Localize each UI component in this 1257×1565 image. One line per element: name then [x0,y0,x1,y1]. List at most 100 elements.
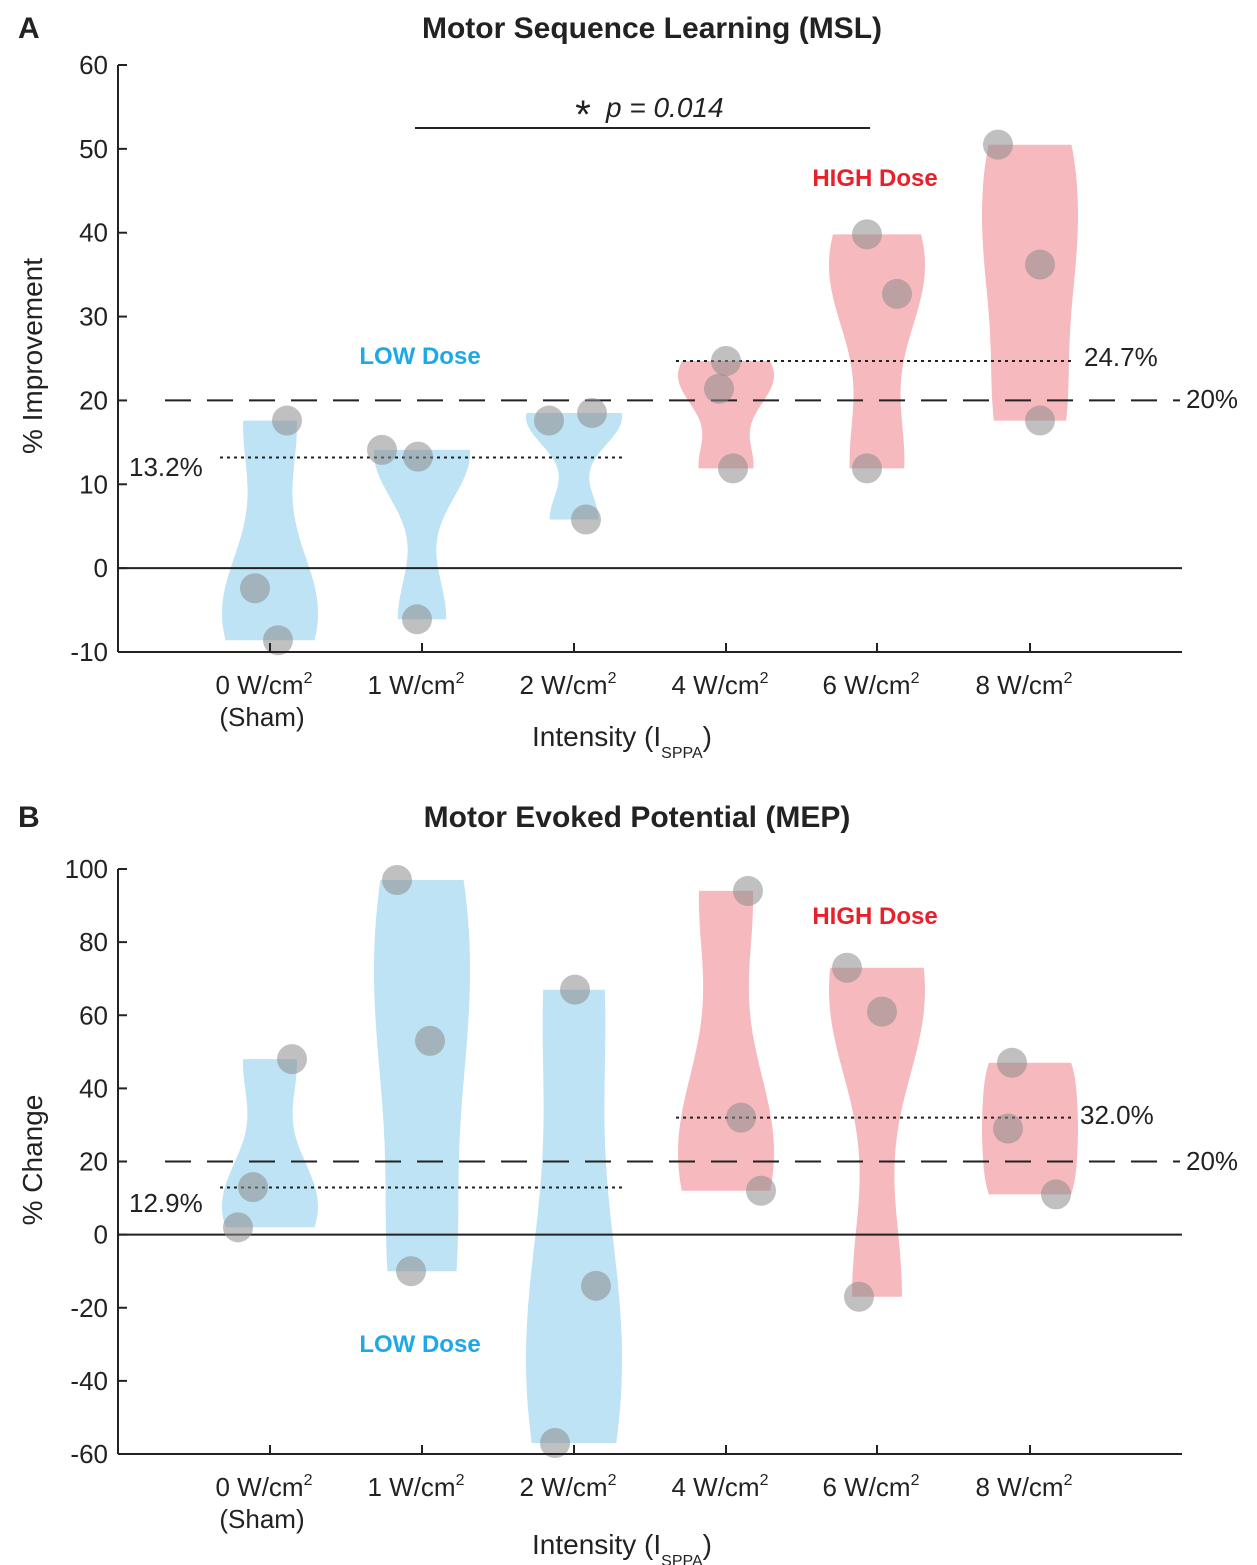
y-tick-label: 20 [79,385,108,415]
x-tick-label-superscript: 2 [608,670,617,687]
x-title-subscript: SPPA [661,1553,703,1565]
x-tick-label-text: 2 W/cm [519,1472,607,1502]
x-tick-label-text: 8 W/cm [975,1472,1063,1502]
x-tick-label: 8 W/cm2 [975,670,1072,700]
x-title-subscript: SPPA [661,745,703,762]
x-tick-label-text: 1 W/cm [367,670,455,700]
x-tick-label: 6 W/cm2 [822,670,919,700]
panel-a-letter: A [18,12,40,45]
x-tick-label: 4 W/cm2 [671,670,768,700]
data-point [997,1047,1027,1078]
data-point [726,1102,756,1133]
x-tick-label-text: 8 W/cm [975,670,1063,700]
data-point [560,974,590,1005]
data-point [704,373,734,404]
data-point [1025,405,1055,436]
data-point [238,1172,268,1203]
panel-b-high-mean-label: 32.0% [1080,1100,1154,1130]
violin-5 [982,144,1078,421]
panel-b-y-axis-title: % Change [17,1095,48,1226]
panel-a-points [240,129,1055,656]
x-tick-label: 1 W/cm2 [367,670,464,700]
x-tick-label-superscript: 2 [911,670,920,687]
panel-b-low-dose-label: LOW Dose [359,1331,480,1358]
data-point [277,1044,307,1075]
x-tick-label: 1 W/cm2 [367,1472,464,1502]
data-point [983,129,1013,160]
x-tick-label-text: 1 W/cm [367,1472,455,1502]
panel-a-x-tick-labels: 0 W/cm2(Sham)1 W/cm2 2 W/cm2 4 W/cm2 6 W/cm… [215,670,1072,732]
violin-0 [222,1059,318,1228]
violin-1 [374,880,470,1272]
x-tick-label-text: 0 W/cm [215,670,303,700]
x-tick-label-text: 6 W/cm [822,1472,910,1502]
x-tick-label: 2 W/cm2 [519,670,616,700]
panel-b-letter: B [18,801,40,834]
violin-4 [829,967,925,1297]
violin-2 [526,989,622,1443]
data-point [272,405,302,436]
panel-a-threshold-label: 20% [1186,384,1238,414]
x-tick-label-text: 2 W/cm [519,670,607,700]
panel-a-reference-lines [118,360,1182,570]
data-point [882,278,912,309]
panel-a-x-axis-title: Intensity (ISPPA) [532,721,712,762]
data-point [867,996,897,1027]
x-title-end: ) [703,1529,712,1560]
panel-a-high-dose-label: HIGH Dose [812,165,937,192]
violin-1 [374,449,470,620]
panel-b: B Motor Evoked Potential (MEP) % Change … [17,801,1238,1565]
y-tick-label: 60 [79,50,108,80]
x-title-end: ) [703,721,712,752]
violin-0 [222,420,318,641]
data-point [263,625,293,656]
x-tick-label-text: 4 W/cm [671,1472,759,1502]
y-tick-label: -10 [70,637,108,667]
y-tick-label: 40 [79,218,108,248]
x-tick-label-superscript: 2 [911,1472,920,1489]
y-tick-label: 10 [79,469,108,499]
panel-b-points [223,864,1071,1459]
data-point [402,604,432,635]
x-tick-label: 4 W/cm2 [671,1472,768,1502]
x-tick-label-superscript: 2 [304,670,313,687]
data-point [1041,1179,1071,1210]
violin-2 [526,413,622,520]
data-point [223,1212,253,1243]
x-tick-label-superscript: 2 [760,1472,769,1489]
x-tick-label: 2 W/cm2 [519,1472,616,1502]
y-tick-label: 30 [79,302,108,332]
data-point [577,398,607,429]
y-tick-label: 0 [94,1220,108,1250]
significance-p-value: p = 0.014 [605,92,724,123]
x-tick-label-superscript: 2 [304,1472,313,1489]
x-tick-label: 0 W/cm2 [215,670,312,700]
data-point [581,1270,611,1301]
data-point [382,864,412,895]
x-tick-label-superscript: 2 [1064,1472,1073,1489]
x-tick-label-superscript: 2 [608,1472,617,1489]
y-tick-label: 0 [94,553,108,583]
panel-b-x-tick-labels: 0 W/cm2(Sham)1 W/cm2 2 W/cm2 4 W/cm2 6 W/cm… [215,1472,1072,1534]
x-tick-label-text: 0 W/cm [215,1472,303,1502]
x-tick-label: 6 W/cm2 [822,1472,919,1502]
data-point [746,1175,776,1206]
y-tick-label: 60 [79,1000,108,1030]
data-point [832,952,862,983]
x-tick-label-superscript: 2 [1064,670,1073,687]
y-tick-label: -20 [70,1293,108,1323]
violin-3 [678,890,774,1191]
panel-a-low-mean-label: 13.2% [129,452,203,482]
panel-b-low-mean-label: 12.9% [129,1188,203,1218]
y-tick-label: 20 [79,1147,108,1177]
x-title-main: Intensity (I [532,721,661,752]
x-tick-label-text: 4 W/cm [671,670,759,700]
panel-a: A Motor Sequence Learning (MSL) % Improv… [17,12,1238,762]
data-point [844,1281,874,1312]
significance-star: * [575,93,591,137]
data-point [711,346,741,377]
y-tick-label: 40 [79,1073,108,1103]
panel-a-axes: -10 0 10 20 30 40 50 60 [70,50,1182,667]
panel-b-threshold-label: 20% [1186,1146,1238,1176]
